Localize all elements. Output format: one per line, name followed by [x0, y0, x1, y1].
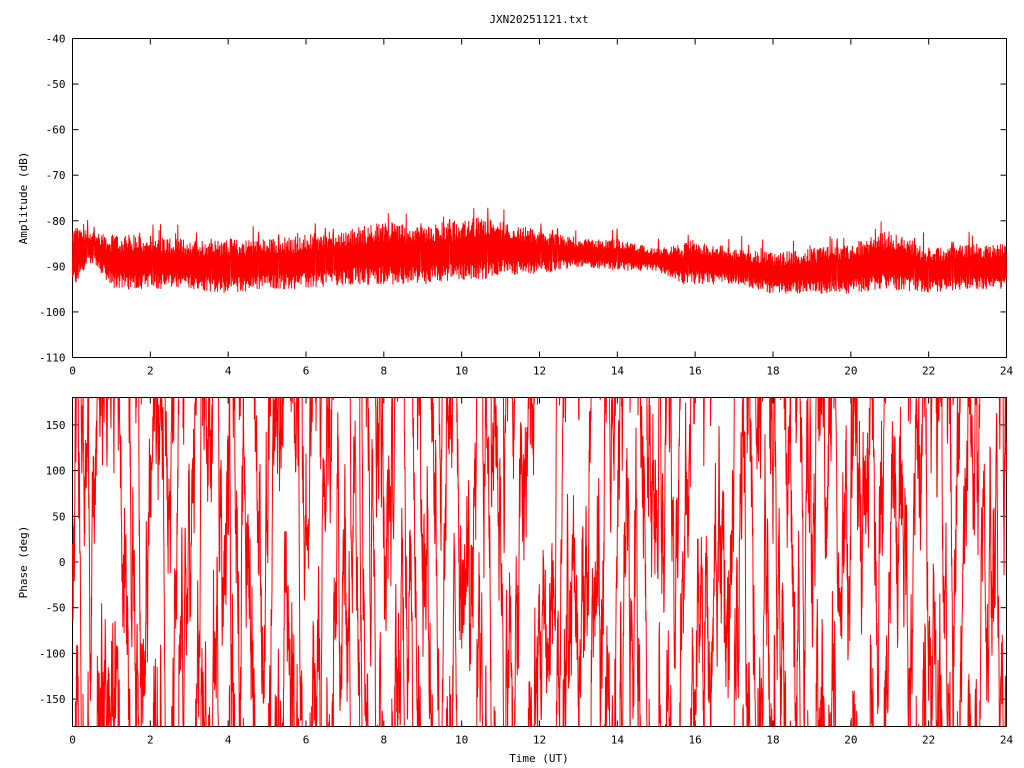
- chart-title: JXN20251121.txt: [489, 13, 588, 26]
- amplitude-x-ticks: 0 2 4 6 8 10 12 14 16 18 20 22 24: [69, 38, 1014, 378]
- amplitude-x-tick-label: 8: [381, 365, 388, 378]
- amplitude-x-tick-label: 24: [1000, 365, 1014, 378]
- phase-y-tick-label: 100: [46, 465, 66, 478]
- phase-x-tick-label: 14: [611, 734, 625, 747]
- x-axis-label: Time (UT): [509, 752, 569, 765]
- amplitude-y-ticks: -110 -100 -90 -80 -70 -60 -50 -40: [39, 33, 1007, 365]
- phase-y-tick-label: 150: [46, 419, 66, 432]
- amplitude-x-tick-label: 22: [922, 365, 935, 378]
- phase-x-tick-label: 2: [147, 734, 154, 747]
- amplitude-x-tick-label: 14: [611, 365, 625, 378]
- amplitude-y-tick-label: -90: [46, 260, 66, 273]
- phase-series-line: [72, 397, 1007, 727]
- phase-y-ticks: -150 -100 -50 0 50 100 150: [39, 419, 1007, 706]
- phase-x-tick-label: 24: [1000, 734, 1014, 747]
- phase-y-tick-label: -150: [39, 693, 66, 706]
- amplitude-x-tick-label: 20: [844, 365, 857, 378]
- phase-y-axis-label: Phase (deg): [17, 526, 30, 599]
- amplitude-y-tick-label: -70: [46, 169, 66, 182]
- phase-x-tick-label: 18: [766, 734, 779, 747]
- phase-y-tick-label: 50: [52, 510, 65, 523]
- amplitude-panel: 0 2 4 6 8 10 12 14 16 18 20 22 24 -110-100-90-80-70-…: [17, 33, 1013, 378]
- phase-x-tick-label: 20: [844, 734, 857, 747]
- phase-x-tick-label: 10: [455, 734, 468, 747]
- amplitude-y-tick-label: -100: [39, 306, 66, 319]
- phase-y-tick-label: -100: [39, 647, 66, 660]
- amplitude-x-tick-label: 12: [533, 365, 546, 378]
- amplitude-x-tick-label: 4: [225, 365, 232, 378]
- amplitude-y-tick-label: -80: [46, 215, 66, 228]
- phase-x-tick-label: 6: [303, 734, 310, 747]
- amplitude-plot-frame: [72, 38, 1007, 358]
- amplitude-x-tick-label: 2: [147, 365, 154, 378]
- amplitude-x-tick-label: 6: [303, 365, 310, 378]
- phase-x-tick-label: 16: [689, 734, 702, 747]
- amplitude-y-axis-label: Amplitude (dB): [17, 152, 30, 245]
- amplitude-series-line: [72, 207, 1007, 294]
- amplitude-y-tick-label: -110: [39, 352, 66, 365]
- phase-x-tick-label: 12: [533, 734, 546, 747]
- amplitude-y-tick-label: -50: [46, 78, 66, 91]
- amplitude-x-tick-label: 10: [455, 365, 468, 378]
- phase-x-tick-label: 8: [381, 734, 388, 747]
- amplitude-y-tick-label: -60: [46, 124, 66, 137]
- phase-x-tick-label: 22: [922, 734, 935, 747]
- amplitude-x-tick-label: 18: [766, 365, 779, 378]
- amplitude-x-tick-label: 0: [69, 365, 76, 378]
- phase-panel: 0 2 4 6 8 10 12 14 16 18 20 22 24 -150-100-500501001…: [17, 397, 1014, 765]
- amplitude-x-tick-label: 16: [689, 365, 702, 378]
- phase-x-tick-label: 4: [225, 734, 232, 747]
- phase-x-tick-label: 0: [69, 734, 76, 747]
- phase-y-tick-label: -50: [46, 602, 66, 615]
- amplitude-y-tick-label: -40: [46, 33, 66, 46]
- phase-y-tick-label: 0: [59, 556, 66, 569]
